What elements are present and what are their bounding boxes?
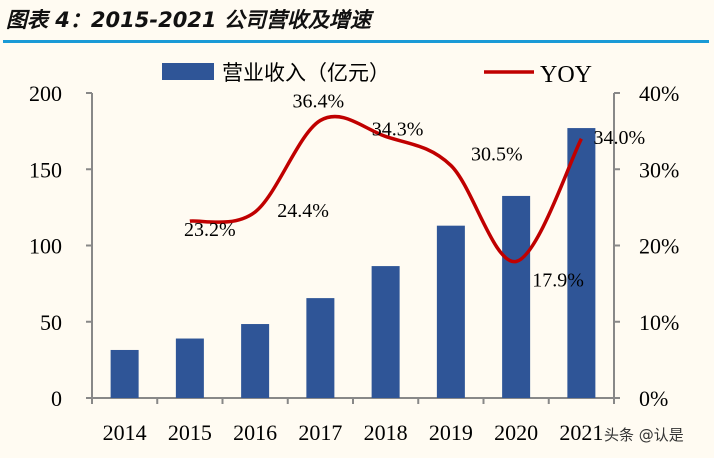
- left-tick-label: 200: [29, 81, 62, 106]
- yoy-data-label: 36.4%: [293, 90, 345, 112]
- x-tick-label: 2015: [168, 420, 212, 445]
- right-tick-label: 0%: [639, 386, 668, 411]
- x-tick-label: 2021: [559, 420, 603, 445]
- right-tick-label: 20%: [639, 234, 679, 259]
- title-divider: [3, 40, 709, 43]
- legend-bar-label: 营业收入（亿元）: [222, 61, 390, 85]
- figure-title: 图表 4：2015-2021 公司营收及增速: [6, 8, 371, 32]
- left-tick-label: 100: [29, 234, 62, 259]
- yoy-data-label: 17.9%: [532, 270, 584, 292]
- yoy-data-label: 34.3%: [372, 118, 424, 140]
- bar: [567, 128, 596, 398]
- right-tick-label: 40%: [639, 81, 679, 106]
- bar: [502, 195, 531, 398]
- yoy-data-label: 24.4%: [277, 200, 329, 222]
- x-tick-label: 2014: [103, 420, 147, 445]
- x-tick-label: 2018: [364, 420, 408, 445]
- bar: [371, 266, 400, 398]
- left-tick-label: 150: [29, 157, 62, 182]
- left-tick-label: 50: [40, 310, 62, 335]
- bar: [241, 324, 270, 398]
- x-tick-label: 2016: [233, 420, 277, 445]
- x-tick-label: 2017: [298, 420, 342, 445]
- yoy-data-label: 30.5%: [471, 143, 523, 165]
- watermark: 头条 @认是: [604, 426, 684, 444]
- yoy-data-label: 23.2%: [184, 219, 236, 241]
- bar: [110, 349, 139, 398]
- legend-line-label: YOY: [540, 62, 592, 88]
- x-tick-label: 2019: [429, 420, 473, 445]
- right-tick-label: 10%: [639, 310, 679, 335]
- left-tick-label: 0: [51, 386, 62, 411]
- bar: [306, 298, 335, 398]
- yoy-data-label: 34.0%: [594, 127, 646, 149]
- x-tick-label: 2020: [494, 420, 538, 445]
- legend-bar-swatch: [162, 63, 214, 80]
- bar: [175, 338, 204, 398]
- yoy-line: [189, 114, 583, 264]
- bar: [436, 225, 465, 398]
- right-tick-label: 30%: [639, 157, 679, 182]
